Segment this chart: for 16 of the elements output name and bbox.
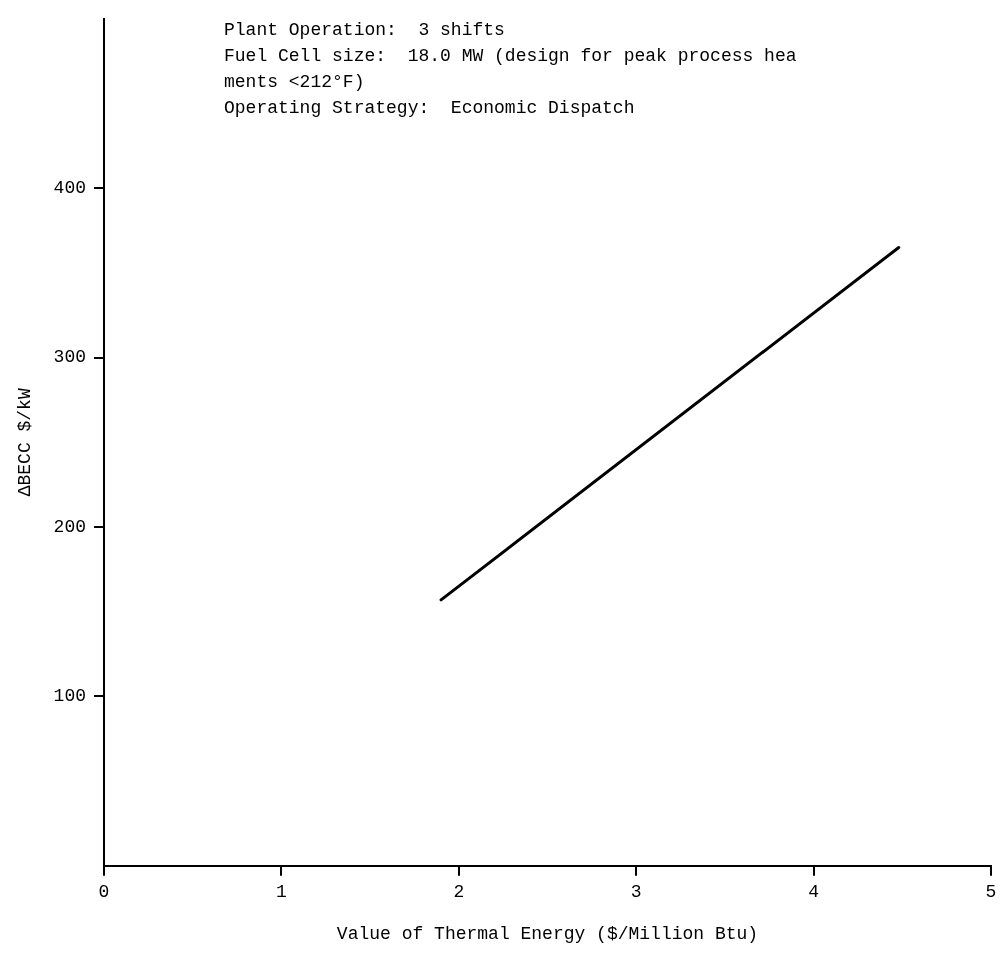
annotation: ments <212°F) xyxy=(224,71,365,92)
y-tick-label: 100 xyxy=(53,686,87,707)
y-tick-label: 400 xyxy=(53,177,87,198)
y-tick-label: 200 xyxy=(53,516,87,537)
x-tick-label: 3 xyxy=(630,882,642,903)
y-tick-label: 300 xyxy=(53,347,87,368)
x-tick-label: 2 xyxy=(453,882,465,903)
annotation: Fuel Cell size: 18.0 MW (design for peak process hea xyxy=(224,45,797,66)
x-tick-label: 5 xyxy=(985,882,997,903)
annotation: Operating Strategy: Economic Dispatch xyxy=(224,97,635,118)
x-tick-label: 0 xyxy=(98,882,110,903)
x-axis-title: Value of Thermal Energy ($/Million Btu) xyxy=(336,923,759,944)
y-axis-title: ΔBECC $/kW xyxy=(14,388,35,497)
x-tick-label: 4 xyxy=(808,882,820,903)
x-tick-label: 1 xyxy=(276,882,287,903)
annotation: Plant Operation: 3 shifts xyxy=(224,19,505,40)
